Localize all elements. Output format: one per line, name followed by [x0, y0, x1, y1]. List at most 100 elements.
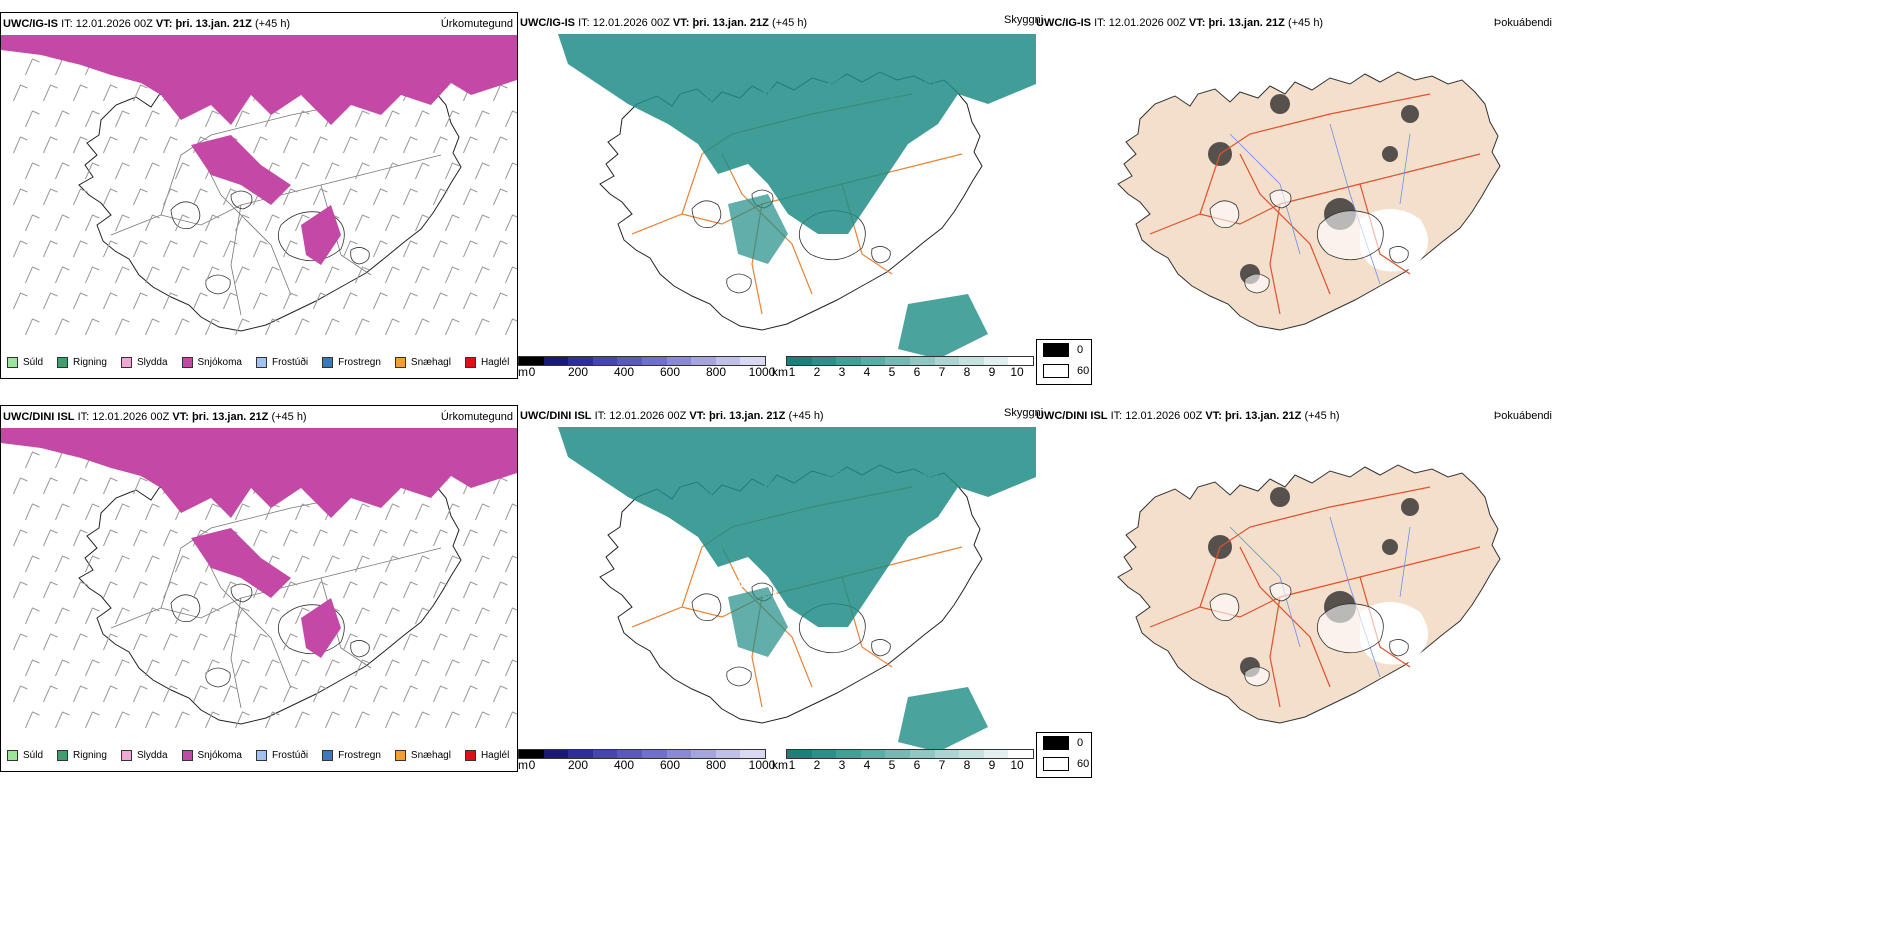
legend-item: Rigning — [57, 749, 107, 761]
wind-barb — [283, 685, 298, 703]
wind-barb — [73, 633, 88, 651]
panel-title: Úrkomutegund — [440, 411, 513, 423]
cloud-height-label: 862 — [634, 579, 649, 589]
wind-barb — [43, 477, 58, 495]
wind-barb — [325, 555, 340, 573]
colorbar-bin — [740, 357, 765, 365]
colorbar-tick: 8 — [963, 365, 971, 379]
wind-barb — [25, 659, 40, 677]
wind-barb — [253, 685, 268, 703]
wind-barb — [115, 555, 130, 573]
vt-label: VT: — [1205, 410, 1222, 422]
wind-barb — [355, 110, 370, 128]
legend-label: Súld — [23, 749, 44, 761]
lead-time: (+45 h) — [788, 410, 824, 422]
wind-barb — [55, 162, 70, 180]
wind-barb — [43, 292, 58, 310]
legend-label: Frostúði — [271, 356, 309, 368]
colorbar-bin — [519, 750, 544, 758]
wind-barb — [13, 240, 28, 258]
wind-barb — [73, 292, 88, 310]
wind-barb — [133, 240, 148, 258]
vt-label: VT: — [1188, 17, 1206, 29]
wind-barb — [235, 266, 250, 284]
wind-barb — [43, 581, 58, 599]
legend-label: Snjókoma — [197, 356, 242, 368]
wind-barb — [163, 240, 178, 258]
colorbar-bin — [934, 357, 960, 365]
colorbar-bin — [641, 750, 667, 758]
colorbar-bin — [811, 750, 837, 758]
wind-barb — [433, 685, 448, 703]
colorbar-tick: 5 — [888, 365, 896, 379]
wind-barb — [475, 555, 490, 573]
wind-barb — [325, 162, 340, 180]
wind-barb — [43, 136, 58, 154]
wind-barb — [475, 110, 490, 128]
wind-barb — [295, 110, 310, 128]
wind-barb — [253, 292, 268, 310]
wind-barb — [445, 266, 460, 284]
wind-barb — [235, 659, 250, 677]
vt-label: VT: — [672, 17, 690, 29]
wind-barb — [25, 503, 40, 521]
wind-barb — [223, 581, 238, 599]
legend-item: Rigning — [57, 356, 107, 368]
colorbar-bin — [691, 750, 716, 758]
it-label: IT: — [61, 18, 73, 30]
wind-barb — [13, 292, 28, 310]
fog-legend-bottom: 60 — [1077, 365, 1090, 377]
colorbar-tick: 1 — [788, 758, 796, 772]
visibility-unit: km — [772, 365, 788, 379]
legend-label: Snæhagl — [410, 356, 451, 368]
wind-barb — [355, 503, 370, 521]
colorbar-bin — [740, 750, 765, 758]
low-visibility-area — [728, 194, 788, 264]
height-unit: m — [518, 758, 528, 772]
wind-barb — [205, 110, 220, 128]
valid-time: þri. 13.jan. 21Z — [708, 410, 786, 422]
wind-barb — [205, 214, 220, 232]
colorbar-bin — [1008, 357, 1033, 365]
wind-barb — [265, 318, 280, 336]
wind-barb — [25, 451, 40, 469]
wind-barb — [145, 659, 160, 677]
wind-barb — [115, 503, 130, 521]
colorbar-bin — [666, 750, 692, 758]
glacier-outline — [205, 274, 231, 295]
wind-barb — [85, 110, 100, 128]
wind-barb — [343, 240, 358, 258]
precip-legend: Súld Rigning Slydda Snjókoma Frostúði Frostre… — [7, 352, 509, 372]
wind-barb — [463, 188, 478, 206]
colorbar-tick: 400 — [613, 365, 635, 379]
wind-barb — [295, 214, 310, 232]
wind-barb — [55, 266, 70, 284]
wind-barb — [283, 633, 298, 651]
wind-barb — [463, 685, 478, 703]
snow-area — [1, 428, 517, 518]
colorbar-bin — [959, 357, 984, 365]
model-name: UWC/DINI ISL — [1036, 410, 1108, 422]
wind-barb — [313, 581, 328, 599]
glacier-outline — [350, 640, 370, 658]
wind-barb — [103, 529, 118, 547]
wind-barb — [133, 292, 148, 310]
wind-barb — [103, 633, 118, 651]
lead-time: (+45 h) — [271, 411, 307, 423]
wind-barb — [313, 292, 328, 310]
wind-barb — [343, 685, 358, 703]
wind-barb — [73, 84, 88, 102]
road-line — [1269, 203, 1281, 315]
wind-barb — [355, 659, 370, 677]
wind-barb — [133, 477, 148, 495]
model-name: UWC/DINI ISL — [520, 410, 592, 422]
colorbar-bin — [885, 357, 910, 365]
wind-barb — [85, 318, 100, 336]
legend-item: Snjókoma — [181, 749, 242, 761]
wind-barb — [475, 162, 490, 180]
init-time: 12.01.2026 00Z — [92, 411, 170, 423]
wind-barb — [25, 58, 40, 76]
legend-item: Snæhagl — [394, 356, 451, 368]
legend-swatch — [322, 749, 334, 761]
wind-barb — [325, 711, 340, 729]
